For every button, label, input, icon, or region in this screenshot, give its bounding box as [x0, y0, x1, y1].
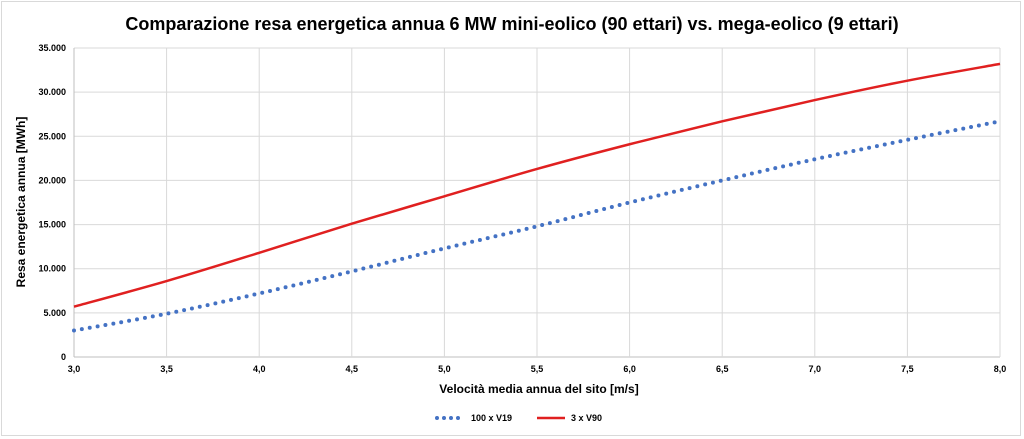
series-lines [72, 62, 1002, 333]
x-tick-label: 6,0 [623, 364, 636, 374]
y-tick-label: 5.000 [43, 308, 66, 318]
x-tick-label: 3,0 [68, 364, 81, 374]
y-tick-label: 35.000 [38, 43, 66, 53]
y-tick-label: 0 [61, 352, 66, 362]
y-tick-label: 30.000 [38, 87, 66, 97]
x-axis-title: Velocità media annua del sito [m/s] [439, 382, 638, 396]
x-tick-label: 6,5 [716, 364, 729, 374]
y-tick-label: 20.000 [38, 175, 66, 185]
y-tick-label: 15.000 [38, 220, 66, 230]
x-tick-label: 5,5 [531, 364, 544, 374]
series-line-1 [72, 119, 1002, 333]
legend: 100 x V19 3 x V90 [435, 413, 602, 423]
y-tick-label: 25.000 [38, 131, 66, 141]
chart-title: Comparazione resa energetica annua 6 MW … [125, 14, 898, 34]
y-axis-title: Resa energetica annua [MWh] [14, 117, 28, 288]
x-tick-label: 7,0 [809, 364, 822, 374]
x-tick-label: 4,5 [346, 364, 359, 374]
y-tick-label: 10.000 [38, 264, 66, 274]
gridlines [73, 47, 1001, 358]
y-axis-ticks: 0 5.000 10.000 15.000 20.000 25.000 30.000 35.0… [38, 43, 66, 362]
x-tick-label: 3,5 [160, 364, 173, 374]
x-tick-label: 5,0 [438, 364, 451, 374]
legend-label-2: 3 x V90 [571, 413, 602, 423]
legend-label-1: 100 x V19 [471, 413, 512, 423]
series-line-2 [73, 62, 1001, 308]
x-tick-label: 8,0 [994, 364, 1007, 374]
x-axis-ticks: 3,0 3,5 4,0 4,5 5,0 5,5 6,0 6,5 7,0 7,5 8,0 [68, 364, 1007, 374]
x-tick-label: 7,5 [901, 364, 914, 374]
x-tick-label: 4,0 [253, 364, 266, 374]
